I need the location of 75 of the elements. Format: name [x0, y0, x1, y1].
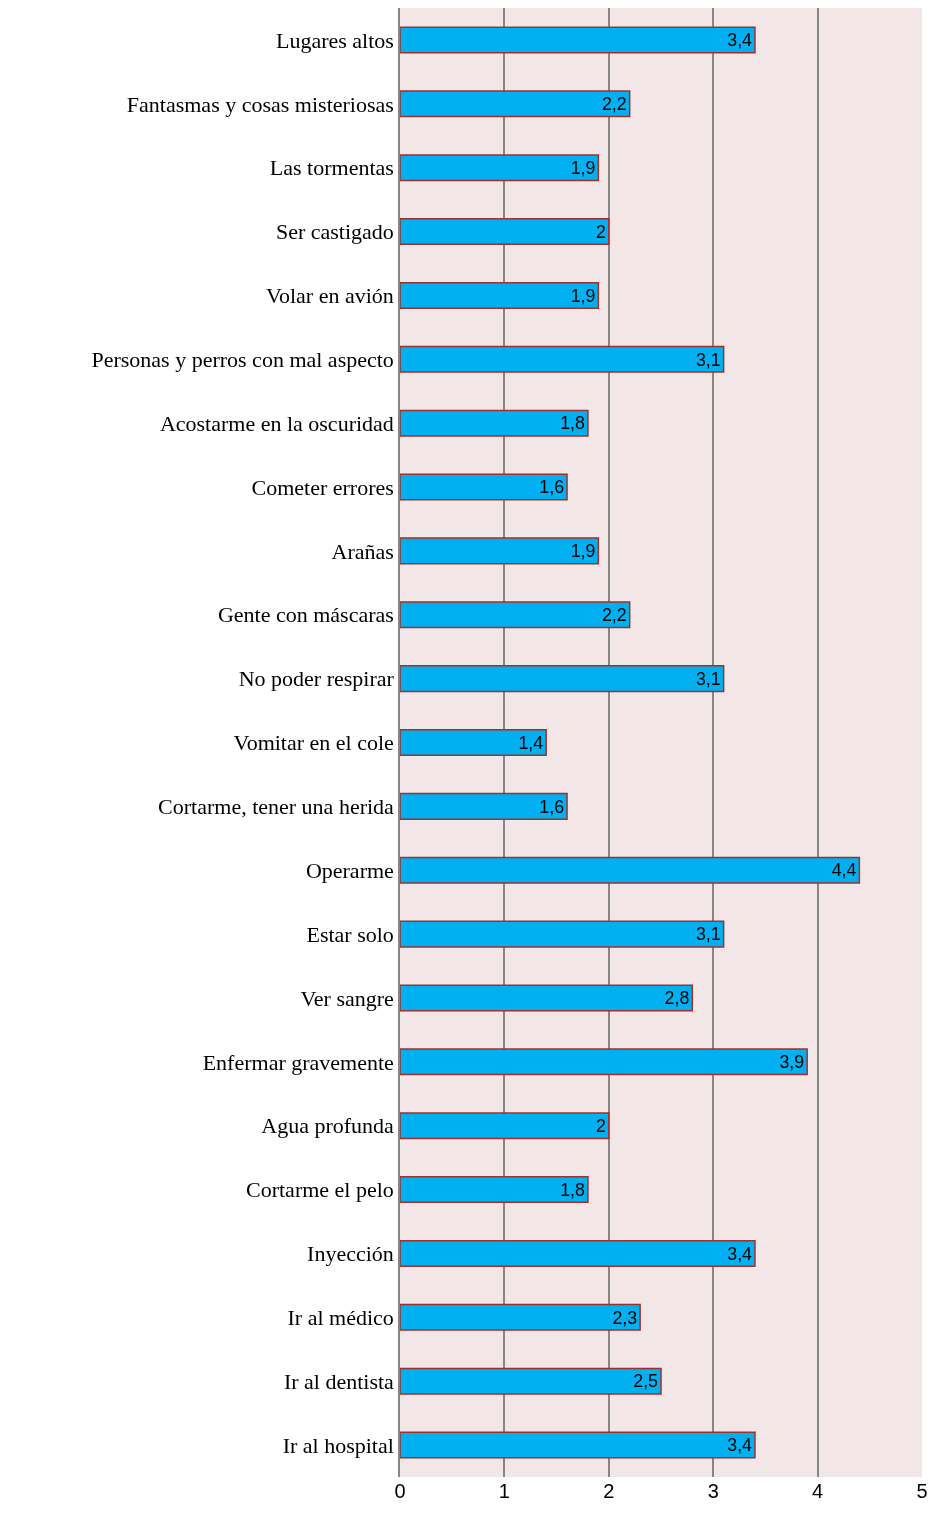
y-tick-label: Ser castigado	[275, 219, 394, 245]
bar	[400, 1112, 610, 1140]
y-tick-label: No poder respirar	[238, 666, 395, 692]
y-tick-label: Ir al médico	[287, 1305, 394, 1331]
x-tick-label: 1	[498, 1480, 510, 1502]
bar	[400, 1431, 756, 1459]
data-label: 3,4	[727, 1243, 753, 1264]
y-tick-label: Cortarme el pelo	[246, 1177, 394, 1203]
y-tick-label: Ver sangre	[300, 985, 394, 1011]
data-label: 3,4	[727, 30, 753, 51]
x-tick-label: 3	[707, 1480, 719, 1502]
data-label: 2,2	[601, 94, 627, 115]
bar	[400, 601, 631, 629]
bar	[400, 409, 589, 437]
y-tick-label: Inyección	[307, 1241, 394, 1267]
data-label: 3,1	[695, 668, 721, 689]
bar	[400, 1239, 756, 1267]
bar	[400, 1048, 808, 1076]
data-label: 1,8	[560, 1179, 586, 1200]
data-label: 2	[595, 1115, 606, 1136]
bar	[400, 665, 725, 693]
y-tick-label: Fantasmas y cosas misteriosas	[126, 91, 394, 117]
data-label: 1,4	[518, 732, 544, 753]
y-tick-label: Ir al hospital	[282, 1432, 394, 1458]
data-label: 1,6	[539, 477, 565, 498]
y-tick-label: Gente con máscaras	[217, 602, 394, 628]
bar	[400, 345, 725, 373]
bar	[400, 154, 600, 182]
bar	[400, 281, 600, 309]
y-tick-label: Personas y perros con mal aspecto	[91, 346, 394, 372]
y-tick-label: Lugares altos	[275, 27, 394, 53]
bar	[400, 856, 861, 884]
bar	[400, 728, 547, 757]
data-label: 3,1	[695, 349, 721, 370]
data-label: 2	[595, 221, 606, 242]
x-tick-label: 5	[916, 1480, 928, 1502]
data-label: 2,8	[664, 988, 690, 1009]
y-tick-label: Operarme	[305, 857, 394, 883]
bar	[400, 26, 756, 54]
y-tick-label: Ir al dentista	[283, 1368, 395, 1394]
bar	[400, 1176, 589, 1204]
data-label: 3,4	[727, 1435, 753, 1456]
x-tick-label: 0	[394, 1480, 406, 1502]
bar	[400, 1367, 662, 1395]
bar	[400, 984, 694, 1012]
y-tick-label: Acostarme en la oscuridad	[159, 410, 394, 436]
y-tick-label: Estar solo	[306, 921, 394, 947]
data-label: 1,9	[570, 157, 596, 178]
bar	[400, 920, 725, 948]
data-label: 1,6	[539, 796, 565, 817]
data-label: 4,4	[831, 860, 857, 881]
bar	[400, 473, 568, 501]
y-tick-label: Cortarme, tener una herida	[158, 794, 395, 820]
y-tick-label: Cometer errores	[251, 474, 394, 500]
bar	[400, 537, 600, 565]
y-tick-label: Vomitar en el cole	[233, 730, 394, 756]
x-tick-label: 2	[603, 1480, 615, 1502]
bar	[400, 1303, 641, 1331]
y-tick-label: Las tormentas	[269, 155, 394, 181]
x-tick-label: 4	[812, 1480, 824, 1502]
data-label: 2,3	[612, 1307, 638, 1328]
bar	[400, 90, 631, 118]
data-label: 1,9	[570, 285, 596, 306]
y-tick-label: Agua profunda	[261, 1113, 395, 1139]
bar	[400, 792, 568, 820]
data-label: 1,8	[560, 413, 586, 434]
bar	[400, 218, 610, 246]
data-label: 2,2	[601, 604, 627, 625]
y-tick-label: Enfermar gravemente	[202, 1049, 394, 1075]
data-label: 3,1	[695, 924, 721, 945]
data-label: 1,9	[570, 541, 596, 562]
data-label: 3,9	[779, 1052, 805, 1073]
y-tick-label: Volar en avión	[265, 283, 394, 309]
data-label: 2,5	[633, 1371, 659, 1392]
y-tick-label: Arañas	[331, 538, 394, 564]
